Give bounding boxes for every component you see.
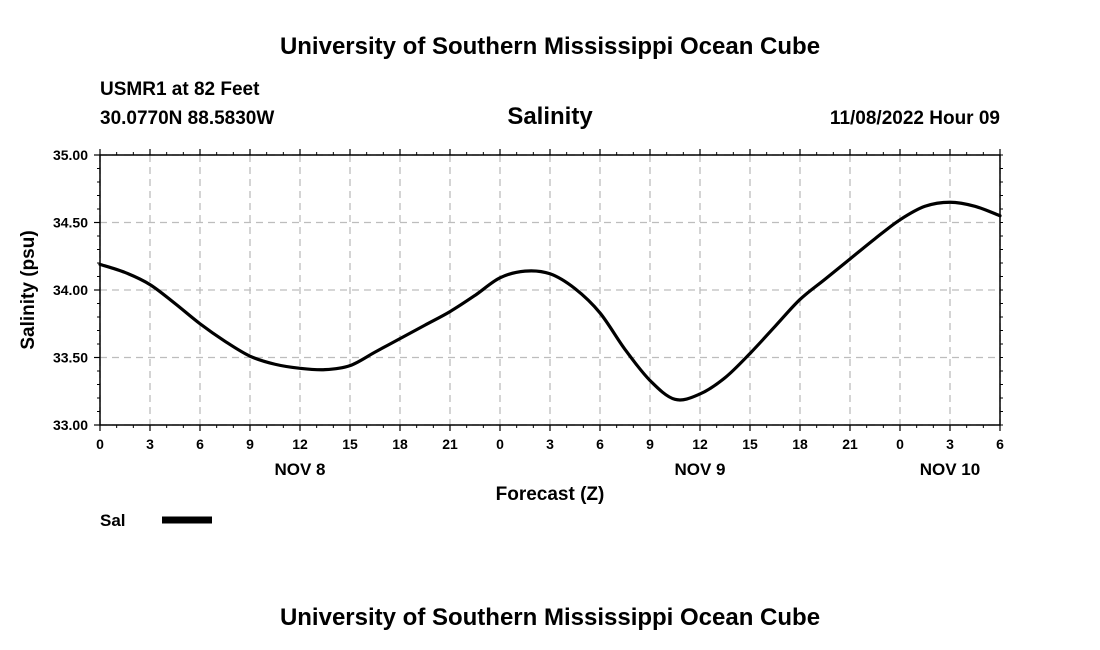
x-axis-label: Forecast (Z) — [496, 484, 605, 505]
x-tick-label: 15 — [342, 436, 358, 452]
chart-header-title: University of Southern Mississippi Ocean… — [280, 33, 820, 60]
x-tick-label: 18 — [792, 436, 808, 452]
x-tick-label: 15 — [742, 436, 758, 452]
forecast-run-time: 11/08/2022 Hour 09 — [830, 108, 1000, 129]
series-layer — [98, 200, 1002, 402]
x-tick-label: 12 — [292, 436, 308, 452]
footer-title: University of Southern Mississippi Ocean… — [280, 604, 820, 631]
x-tick-label: 3 — [946, 436, 954, 452]
x-tick-label: 21 — [842, 436, 858, 452]
x-tick-label: 0 — [96, 436, 104, 452]
x-tick-label: 6 — [596, 436, 604, 452]
x-tick-label: 12 — [692, 436, 708, 452]
series-line-salinity — [98, 200, 1002, 402]
x-tick-label: 18 — [392, 436, 408, 452]
x-tick-label: 21 — [442, 436, 458, 452]
x-tick-label: 6 — [196, 436, 204, 452]
x-tick-label: 3 — [546, 436, 554, 452]
x-day-label: NOV 10 — [920, 460, 980, 479]
x-tick-label: 3 — [146, 436, 154, 452]
x-tick-label: 9 — [246, 436, 254, 452]
tick-labels: 33.00 33.50 34.00 34.50 35.00 0 3 6 9 12 15 18 21 0 3 6… — [53, 147, 1004, 479]
y-tick-label: 34.50 — [53, 215, 88, 231]
x-tick-label: 0 — [496, 436, 504, 452]
x-day-label: NOV 9 — [674, 460, 725, 479]
plot-frame — [99, 154, 1001, 426]
y-tick-label: 33.00 — [53, 417, 88, 433]
grid — [99, 154, 1001, 426]
x-tick-label: 9 — [646, 436, 654, 452]
legend: Sal — [100, 511, 212, 530]
y-tick-label: 33.50 — [53, 350, 88, 366]
station-coordinates: 30.0770N 88.5830W — [100, 108, 274, 129]
station-label: USMR1 at 82 Feet — [100, 79, 260, 100]
legend-label: Sal — [100, 511, 126, 530]
chart-title: Salinity — [507, 103, 593, 130]
y-tick-label: 34.00 — [53, 282, 88, 298]
x-tick-label: 6 — [996, 436, 1004, 452]
y-axis-label: Salinity (psu) — [18, 230, 39, 349]
x-tick-label: 0 — [896, 436, 904, 452]
x-day-label: NOV 8 — [274, 460, 325, 479]
y-tick-label: 35.00 — [53, 147, 88, 163]
